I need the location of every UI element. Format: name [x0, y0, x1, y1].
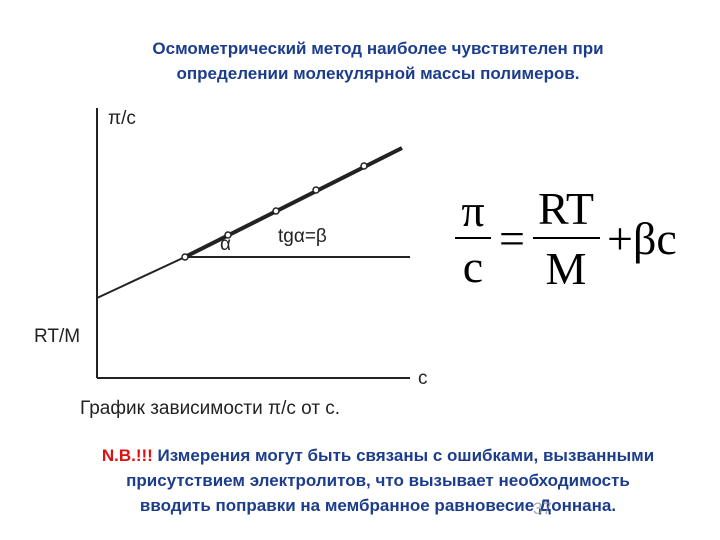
page-number: 37 — [533, 499, 552, 518]
formula-part: = — [499, 213, 525, 264]
note-text: Измерения могут быть связаны с ошибками,… — [158, 446, 655, 465]
title-line: Осмометрический метод наиболее чувствите… — [152, 39, 603, 58]
formula-part: c — [463, 241, 483, 292]
graph — [96, 108, 410, 379]
formula-part: M — [546, 243, 587, 294]
formula: π c = RT M +βc — [455, 183, 677, 294]
y-axis-label: π/с — [108, 108, 136, 129]
extrapolated-line — [96, 256, 186, 299]
note-prefix: N.B.!!! — [102, 446, 153, 465]
data-point — [224, 231, 232, 239]
x-axis-label: c — [418, 368, 428, 389]
intercept-label: RT/M — [34, 326, 80, 347]
title-line: определении молекулярной массы полимеров… — [176, 64, 579, 83]
data-point — [181, 253, 189, 261]
data-point — [312, 186, 320, 194]
graph-caption: График зависимости π/с от с. — [80, 398, 340, 419]
data-point — [360, 162, 368, 170]
note-line: N.B.!!! Измерения могут быть связаны с о… — [102, 446, 654, 465]
data-point — [272, 207, 280, 215]
angle-label: α — [220, 234, 231, 255]
formula-part: π — [461, 185, 484, 236]
slope-label: tgα=β — [278, 226, 327, 247]
note-line: присутствием электролитов, что вызывает … — [126, 471, 630, 490]
formula-part: +βc — [607, 213, 677, 264]
formula-part: RT — [538, 183, 594, 234]
note-line: вводить поправки на мембранное равновеси… — [140, 496, 616, 515]
